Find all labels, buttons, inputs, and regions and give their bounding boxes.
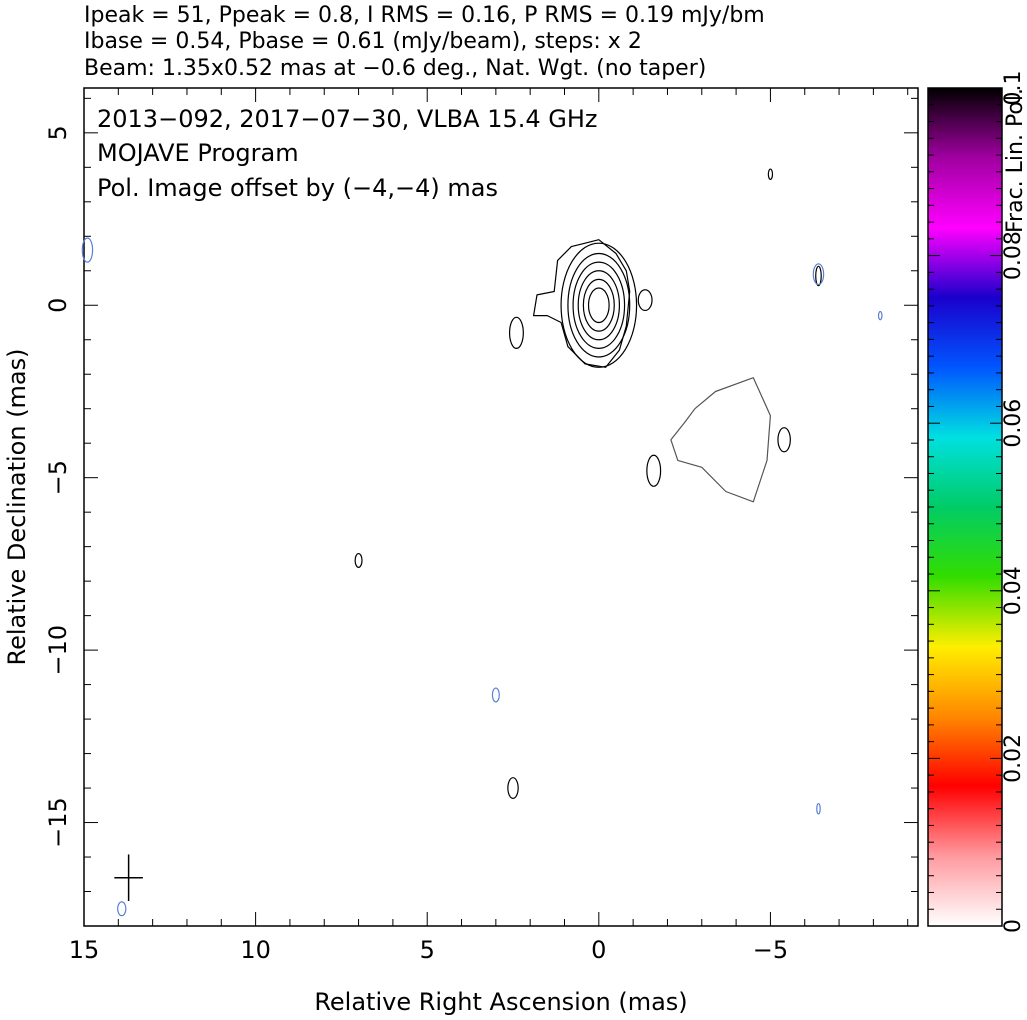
header-line-3: Beam: 1.35x0.52 mas at −0.6 deg., Nat. W…	[84, 56, 706, 81]
header-line-2: Ibase = 0.54, Pbase = 0.61 (mJy/beam), s…	[84, 29, 642, 54]
pol-blob-4	[816, 802, 821, 815]
colorbar-tick-label: 0	[1001, 919, 1026, 933]
pol-blob-1	[117, 901, 127, 917]
colorbar-tick-label: 0.08	[1001, 231, 1026, 280]
intensity-blob-6	[767, 168, 774, 180]
colorbar-tick-label: 0.04	[1001, 566, 1026, 615]
pol-blob-0	[491, 687, 500, 703]
intensity-blob-3	[646, 454, 662, 487]
annotation-pol-offset: Pol. Image offset by (−4,−4) mas	[97, 174, 498, 202]
core-contour-2	[572, 261, 626, 349]
core-contour-3	[577, 270, 621, 341]
y-tick-label: −15	[44, 797, 72, 848]
intensity-blob-0	[508, 316, 524, 349]
x-tick-label: −5	[753, 936, 788, 964]
x-tick-label: 5	[420, 936, 435, 964]
polarization-contours	[81, 237, 883, 917]
outer-contour	[533, 239, 631, 368]
beam-marker	[114, 854, 143, 901]
intensity-blob-7	[815, 265, 822, 287]
colorbar-tick-label: 0.02	[1001, 734, 1026, 783]
x-axis-label: Relative Right Ascension (mas)	[314, 988, 687, 1016]
intensity-contours	[354, 168, 822, 800]
x-tick-label: 10	[240, 936, 271, 964]
y-tick-label: −10	[44, 625, 72, 676]
annotation-program: MOJAVE Program	[97, 139, 299, 167]
colorbar-label: Frac. Lin. Pol.	[1003, 88, 1027, 233]
core-contour-5	[587, 287, 610, 324]
intensity-blob-5	[507, 777, 519, 800]
colorbar-body	[927, 87, 1003, 927]
pol-blob-2	[812, 263, 825, 286]
jet-contour	[670, 377, 771, 503]
y-tick-label: 0	[44, 298, 72, 313]
intensity-blob-4	[354, 552, 363, 568]
core-contour-1	[567, 252, 631, 358]
colorbar-tick-label: 0.1	[1001, 71, 1026, 106]
intensity-blob-2	[777, 427, 791, 453]
pol-blob-5	[81, 237, 94, 263]
y-tick-label: −5	[44, 460, 72, 495]
x-tick-label: 15	[69, 936, 100, 964]
x-tick-label: 0	[591, 936, 606, 964]
core-contour-4	[582, 278, 615, 332]
y-axis-label: Relative Declination (mas)	[3, 348, 31, 665]
pol-blob-3	[877, 310, 883, 321]
plot-frame	[83, 87, 919, 927]
header-line-1: Ipeak = 51, Ppeak = 0.8, I RMS = 0.16, P…	[84, 3, 765, 28]
intensity-blob-1	[637, 289, 653, 312]
y-tick-label: 5	[44, 125, 72, 140]
colorbar: 0 0.02 0.04 0.06 0.08 0.1	[927, 71, 1026, 933]
annotation-observation: 2013−092, 2017−07−30, VLBA 15.4 GHz	[97, 105, 598, 133]
core-contour-0	[560, 242, 638, 368]
colorbar-tick-label: 0.06	[1001, 399, 1026, 448]
axes: 15 10 5 0 −5 5 0 −5 −10 −15	[44, 88, 918, 964]
